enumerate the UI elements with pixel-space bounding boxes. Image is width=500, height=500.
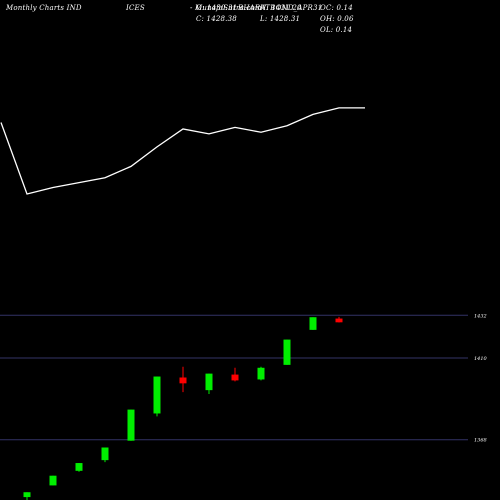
candle-body xyxy=(101,447,109,461)
candle-body xyxy=(49,475,57,486)
ol-value: OL: 0.14 xyxy=(320,26,353,34)
high-value: H: 1431.20 xyxy=(260,4,302,12)
candle-body xyxy=(205,373,213,391)
symbol-label: BHARATBOND_APR31 xyxy=(238,4,323,12)
candle-body xyxy=(257,367,265,380)
close-value: C: 1428.38 xyxy=(196,15,237,23)
candle-body xyxy=(309,317,317,330)
chart-title-left-cont: ICES xyxy=(126,4,145,12)
low-value: L: 1428.31 xyxy=(260,15,301,23)
oc-value: OC: 0.14 xyxy=(320,4,353,12)
price-level-label: 1432 xyxy=(474,313,487,319)
overlay-line xyxy=(0,107,365,195)
price-level-label: 1410 xyxy=(474,356,488,362)
candle-body xyxy=(75,463,83,471)
chart-title-left: Monthly Charts IND xyxy=(6,4,82,12)
candle-body xyxy=(153,376,161,414)
candle-body xyxy=(127,409,135,441)
candle-body xyxy=(179,377,187,384)
site-label: - MunafaSutra.com xyxy=(190,4,262,12)
candle-body xyxy=(335,318,343,323)
candle-body xyxy=(283,339,291,365)
open-value: O: 1430.31 xyxy=(196,4,238,12)
candle-body xyxy=(23,492,31,498)
price-level-label: 1368 xyxy=(474,438,487,444)
oh-value: OH: 0.06 xyxy=(320,15,354,23)
candle-body xyxy=(231,374,239,381)
